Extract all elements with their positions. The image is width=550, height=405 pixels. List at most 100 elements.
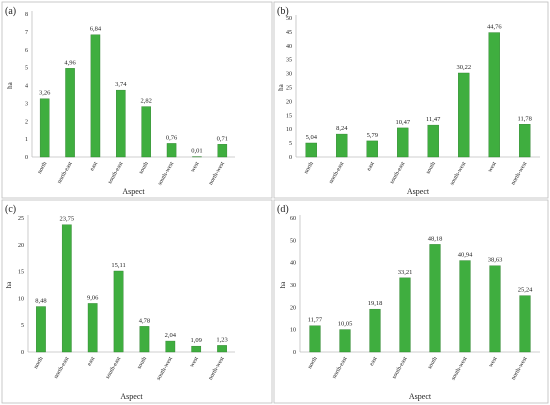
- chart-4-data-label: 40,94: [458, 252, 473, 259]
- chart-1-x-tick-label: north-east: [57, 161, 74, 185]
- chart-3-frame: [1, 199, 273, 404]
- chart-2-x-tick-label: west: [487, 161, 498, 174]
- chart-4-y-tick-label: 30: [290, 283, 296, 289]
- chart-2-x-tick-label: south-west: [449, 161, 467, 187]
- chart-4-x-tick-label: north: [307, 356, 319, 370]
- chart-2-y-tick-label: 5: [289, 141, 292, 147]
- chart-2-y-tick-label: 15: [286, 113, 292, 119]
- chart-1-x-tick-label: south-east: [107, 161, 125, 185]
- chart-2-y-tick-label: 30: [286, 72, 292, 78]
- chart-4-bar: [429, 244, 441, 353]
- chart-3-data-label: 23,75: [60, 216, 75, 223]
- chart-2-bar: [458, 72, 470, 158]
- chart-1-bar: [217, 144, 228, 158]
- chart-4-bar: [459, 260, 471, 353]
- chart-2-y-tick-label: 10: [286, 127, 292, 133]
- chart-4-y-tick-label: 10: [290, 328, 296, 334]
- chart-4-data-label: 38,63: [488, 257, 503, 264]
- chart-1-bar: [141, 106, 151, 158]
- chart-1-x-tick-label: south: [138, 161, 150, 175]
- chart-1-x-tick-label: north-west: [208, 161, 226, 187]
- chart-3-y-tick-label: 15: [18, 270, 24, 276]
- chart-3-x-tick-label: south-east: [105, 356, 123, 380]
- chart-4: (d) 0 10 20 30 40 50 60 ha 11,77 north 10,05 north-e…: [273, 199, 549, 404]
- chart-1-data-label: 0,01: [191, 148, 202, 155]
- chart-4-bar: [519, 295, 531, 353]
- chart-4-y-tick-label: 50: [290, 238, 296, 244]
- chart-1-y-tick-label: 3: [25, 101, 28, 107]
- chart-4-bar: [489, 265, 501, 353]
- chart-3-y-tick-label: 0: [21, 350, 24, 356]
- chart-3-y-tick-label: 5: [21, 323, 24, 329]
- chart-1-bar: [166, 143, 177, 158]
- chart-3-bar: [217, 345, 227, 353]
- chart-2-y-tick-label: 25: [286, 86, 292, 92]
- chart-4-x-tick-label: south-west: [451, 356, 469, 382]
- chart-3-x-tick-label: north-west: [208, 356, 226, 382]
- chart-3-x-tick-label: west: [189, 356, 200, 369]
- chart-3-x-tick-label: north: [33, 356, 45, 370]
- chart-3: (c) 0 5 10 15 20 25 ha 8,48 north 23,75 north-east 9…: [1, 199, 273, 404]
- chart-3-bar: [113, 270, 124, 353]
- chart-2-data-label: 10,47: [395, 119, 410, 126]
- chart-1-y-tick-label: 2: [25, 119, 28, 125]
- chart-2-y-tick-label: 45: [286, 30, 292, 36]
- chart-1-data-label: 0,71: [217, 135, 228, 142]
- chart-2-bar: [427, 124, 439, 158]
- chart-3-x-axis-label: Aspect: [120, 392, 143, 401]
- chart-4-bar: [399, 277, 411, 353]
- chart-4-y-axis-label: ha: [279, 281, 287, 289]
- chart-2-x-tick-label: north: [303, 161, 315, 175]
- chart-1-y-tick-label: 6: [25, 48, 28, 54]
- chart-3-bar: [87, 303, 98, 353]
- chart-3-bar: [139, 326, 150, 353]
- chart-3-bar: [191, 345, 202, 353]
- chart-3-bar: [165, 340, 176, 353]
- chart-4-panel-label: (d): [277, 204, 289, 215]
- chart-3-data-label: 4,78: [139, 317, 150, 324]
- chart-3-y-axis-label: ha: [5, 281, 13, 289]
- chart-1-x-tick-label: north: [37, 161, 49, 175]
- chart-4-x-tick-label: east: [369, 356, 379, 367]
- chart-2-bar: [336, 133, 348, 158]
- chart-4-x-tick-label: north-west: [511, 356, 529, 382]
- chart-3-data-label: 9,06: [87, 294, 99, 301]
- chart-1-y-tick-label: 1: [25, 137, 28, 143]
- chart-2-data-label: 11,78: [518, 115, 532, 122]
- chart-4-bar: [369, 308, 381, 353]
- chart-3-data-label: 1,09: [191, 337, 202, 344]
- chart-4-y-tick-label: 20: [290, 305, 296, 311]
- chart-1-y-tick-label: 5: [25, 66, 28, 72]
- chart-2-x-tick-label: north-west: [510, 161, 528, 187]
- chart-1-data-label: 3,26: [39, 90, 51, 97]
- chart-4-y-tick-label: 60: [290, 216, 296, 222]
- chart-2-x-axis-label: Aspect: [407, 187, 430, 196]
- chart-4-x-axis-label: Aspect: [409, 392, 432, 401]
- chart-1-y-tick-label: 7: [25, 30, 28, 36]
- chart-1-x-tick-label: east: [89, 161, 99, 172]
- chart-2-bar: [305, 142, 317, 158]
- chart-3-x-tick-label: south-west: [156, 356, 174, 382]
- chart-2-bar: [397, 127, 409, 158]
- chart-3-y-tick-label: 20: [18, 243, 24, 249]
- chart-1-data-label: 6,84: [90, 26, 102, 33]
- chart-2-data-label: 11,47: [426, 116, 441, 123]
- chart-2-x-tick-label: north-east: [328, 161, 345, 185]
- chart-4-bar: [339, 329, 351, 353]
- chart-2-data-label: 30,22: [456, 64, 471, 71]
- chart-1-bar: [116, 89, 126, 158]
- chart-4-y-tick-label: 40: [290, 261, 296, 267]
- chart-4-data-label: 19,18: [368, 300, 383, 307]
- chart-2-bar: [519, 124, 531, 158]
- chart-2-panel-label: (b): [277, 6, 289, 17]
- chart-3-bar: [61, 224, 72, 353]
- chart-4-x-tick-label: west: [488, 356, 499, 369]
- chart-4-data-label: 48,18: [428, 235, 443, 242]
- chart-3-x-tick-label: south: [136, 356, 148, 370]
- chart-3-y-tick-label: 10: [18, 296, 24, 302]
- chart-1-panel-label: (a): [5, 6, 16, 17]
- chart-1-data-label: 2,82: [141, 98, 152, 105]
- chart-1-data-label: 3,74: [115, 81, 127, 88]
- chart-4-data-label: 11,77: [308, 317, 323, 324]
